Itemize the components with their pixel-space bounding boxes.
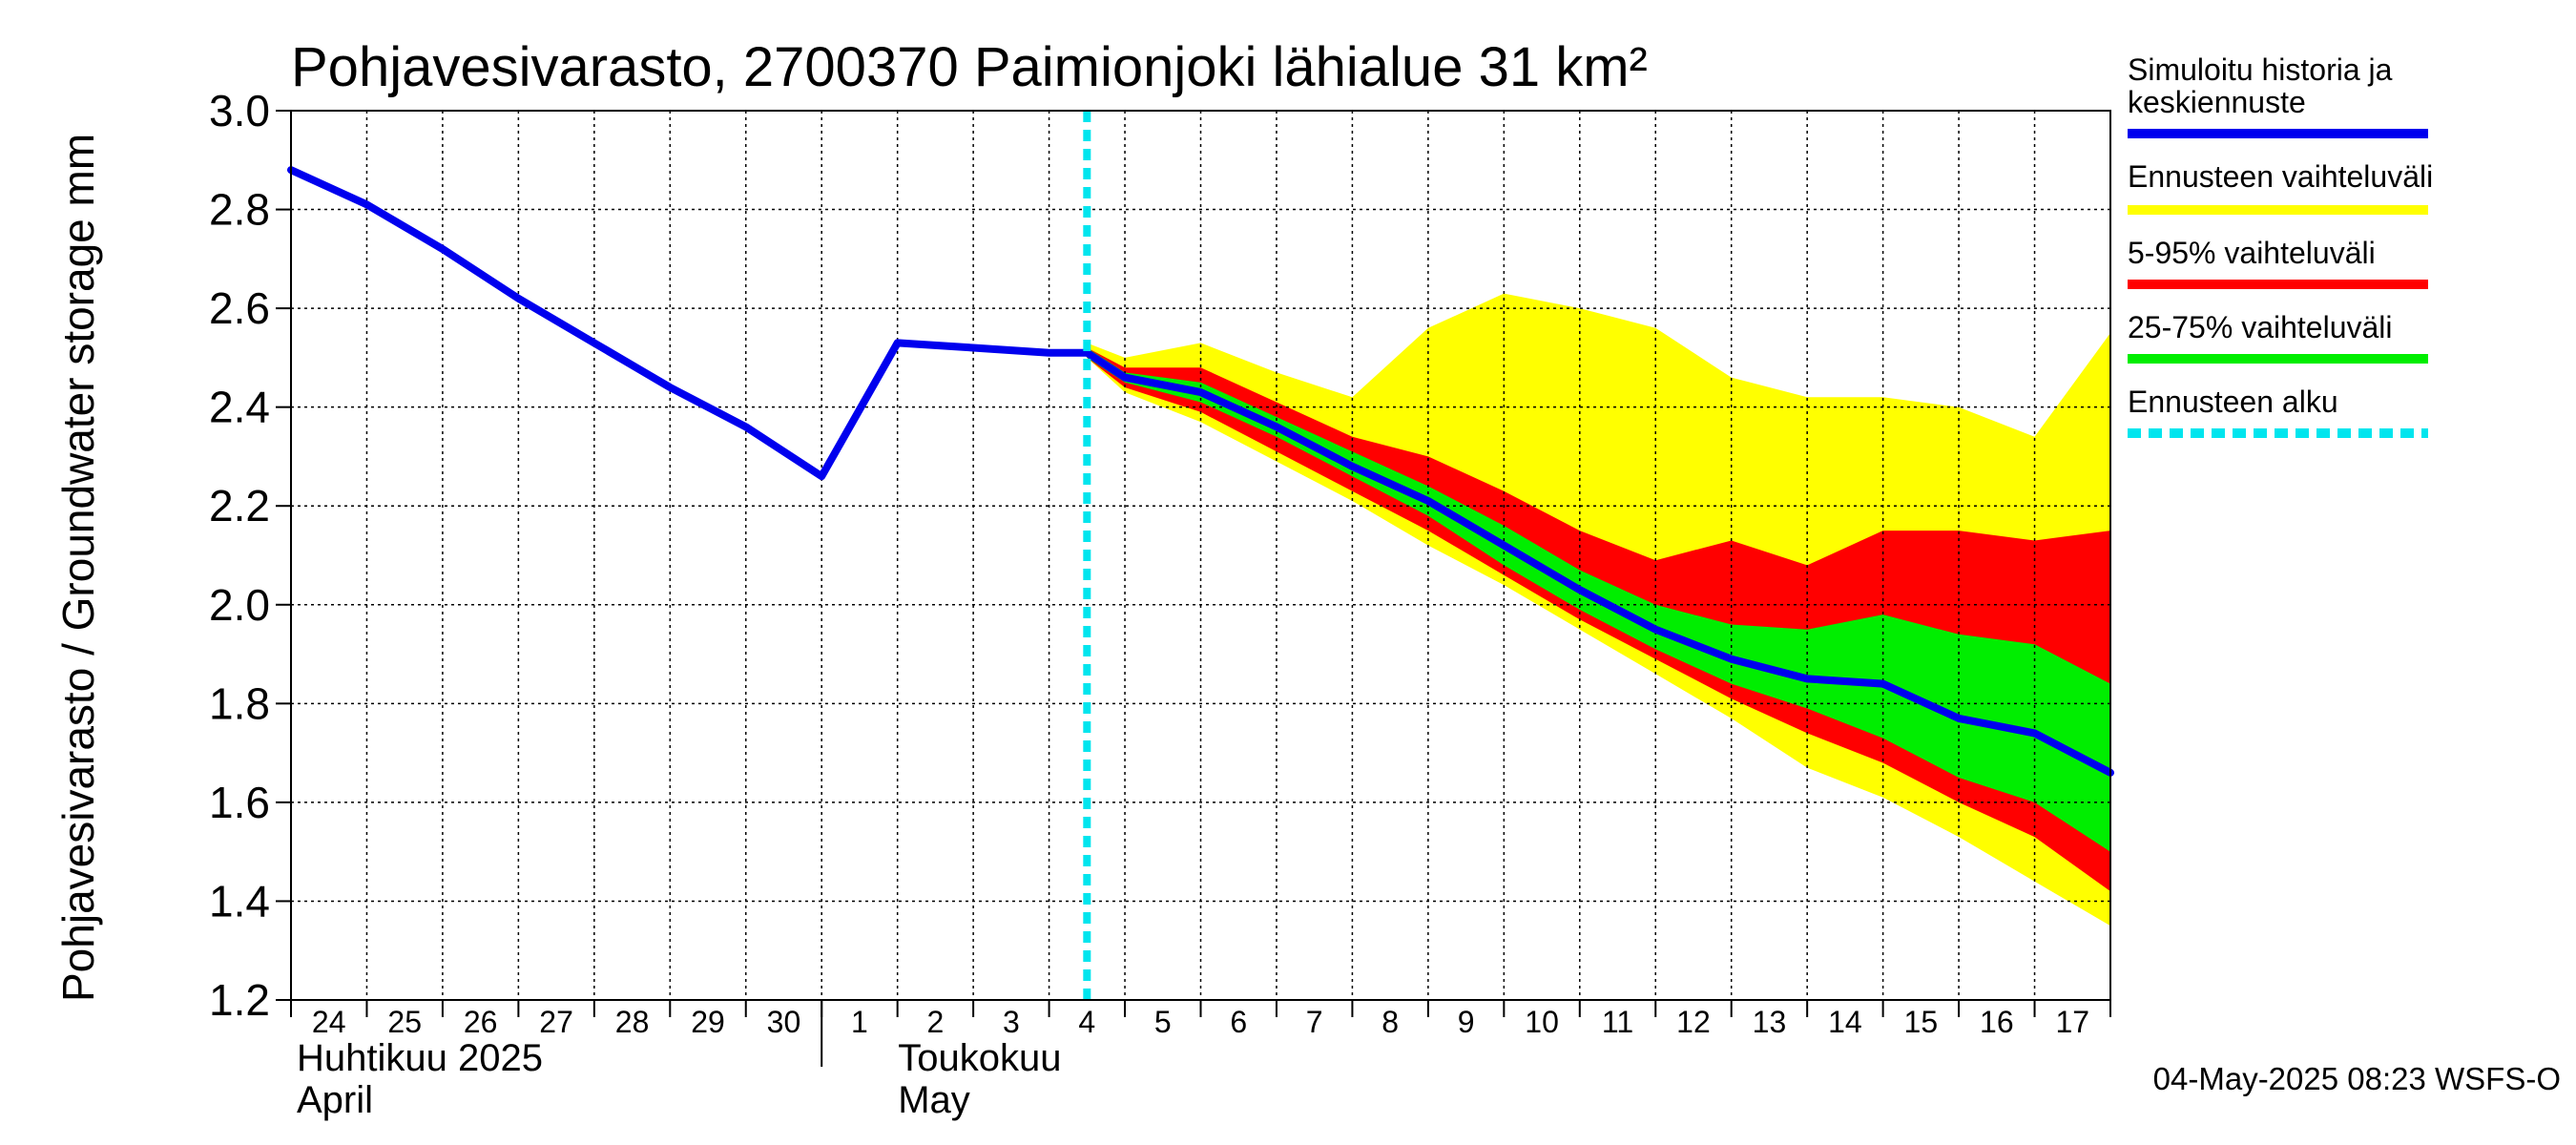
x-day-label: 7	[1306, 1005, 1323, 1039]
y-tick-label: 3.0	[209, 86, 270, 135]
legend-label-3: 25-75% vaihteluväli	[2128, 310, 2393, 344]
month-label-april-en: April	[297, 1079, 373, 1121]
y-tick-label: 1.8	[209, 678, 270, 728]
x-day-label: 29	[691, 1005, 725, 1039]
x-day-label: 8	[1381, 1005, 1399, 1039]
y-axis-label: Pohjavesivarasto / Groundwater storage m…	[53, 134, 103, 1002]
x-day-label: 11	[1602, 1005, 1633, 1039]
x-day-label: 24	[312, 1005, 346, 1039]
x-day-label: 16	[1980, 1005, 2014, 1039]
month-label-april-fi: Huhtikuu 2025	[297, 1037, 543, 1079]
x-day-label: 2	[926, 1005, 944, 1039]
x-day-label: 3	[1003, 1005, 1020, 1039]
chart-title: Pohjavesivarasto, 2700370 Paimionjoki lä…	[291, 36, 1648, 98]
y-tick-label: 1.6	[209, 778, 270, 827]
legend-label-1: Ennusteen vaihteluväli	[2128, 159, 2433, 194]
x-day-label: 28	[615, 1005, 650, 1039]
x-day-label: 26	[464, 1005, 498, 1039]
x-day-label: 12	[1676, 1005, 1711, 1039]
x-day-label: 9	[1458, 1005, 1475, 1039]
y-tick-label: 1.2	[209, 975, 270, 1025]
legend-label-2: 5-95% vaihteluväli	[2128, 236, 2376, 270]
timestamp: 04-May-2025 08:23 WSFS-O	[2153, 1061, 2561, 1096]
x-day-label: 5	[1154, 1005, 1172, 1039]
x-day-label: 27	[539, 1005, 573, 1039]
legend-label-0-line2: keskiennuste	[2128, 85, 2306, 119]
x-day-label: 30	[767, 1005, 801, 1039]
month-label-may-fi: Toukokuu	[898, 1037, 1061, 1079]
x-day-label: 14	[1828, 1005, 1862, 1039]
y-tick-label: 2.4	[209, 383, 270, 432]
y-tick-label: 2.8	[209, 185, 270, 235]
plot-area: 1.21.41.61.82.02.22.42.62.83.024 25 26 27 28…	[209, 86, 2114, 1121]
x-day-label: 10	[1525, 1005, 1559, 1039]
legend-label-0: Simuloitu historia ja	[2128, 52, 2393, 87]
month-label-may-en: May	[898, 1079, 970, 1121]
x-day-label: 1	[851, 1005, 868, 1039]
y-tick-label: 2.6	[209, 283, 270, 333]
x-day-label: 6	[1230, 1005, 1247, 1039]
y-tick-label: 2.2	[209, 481, 270, 531]
y-tick-label: 1.4	[209, 876, 270, 926]
x-day-label: 4	[1078, 1005, 1095, 1039]
y-tick-label: 2.0	[209, 580, 270, 630]
legend-label-4: Ennusteen alku	[2128, 385, 2338, 419]
series-line-0	[287, 166, 2114, 777]
x-day-label: 15	[1904, 1005, 1939, 1039]
x-day-label: 13	[1753, 1005, 1787, 1039]
x-day-label: 25	[387, 1005, 422, 1039]
x-day-label: 17	[2055, 1005, 2089, 1039]
